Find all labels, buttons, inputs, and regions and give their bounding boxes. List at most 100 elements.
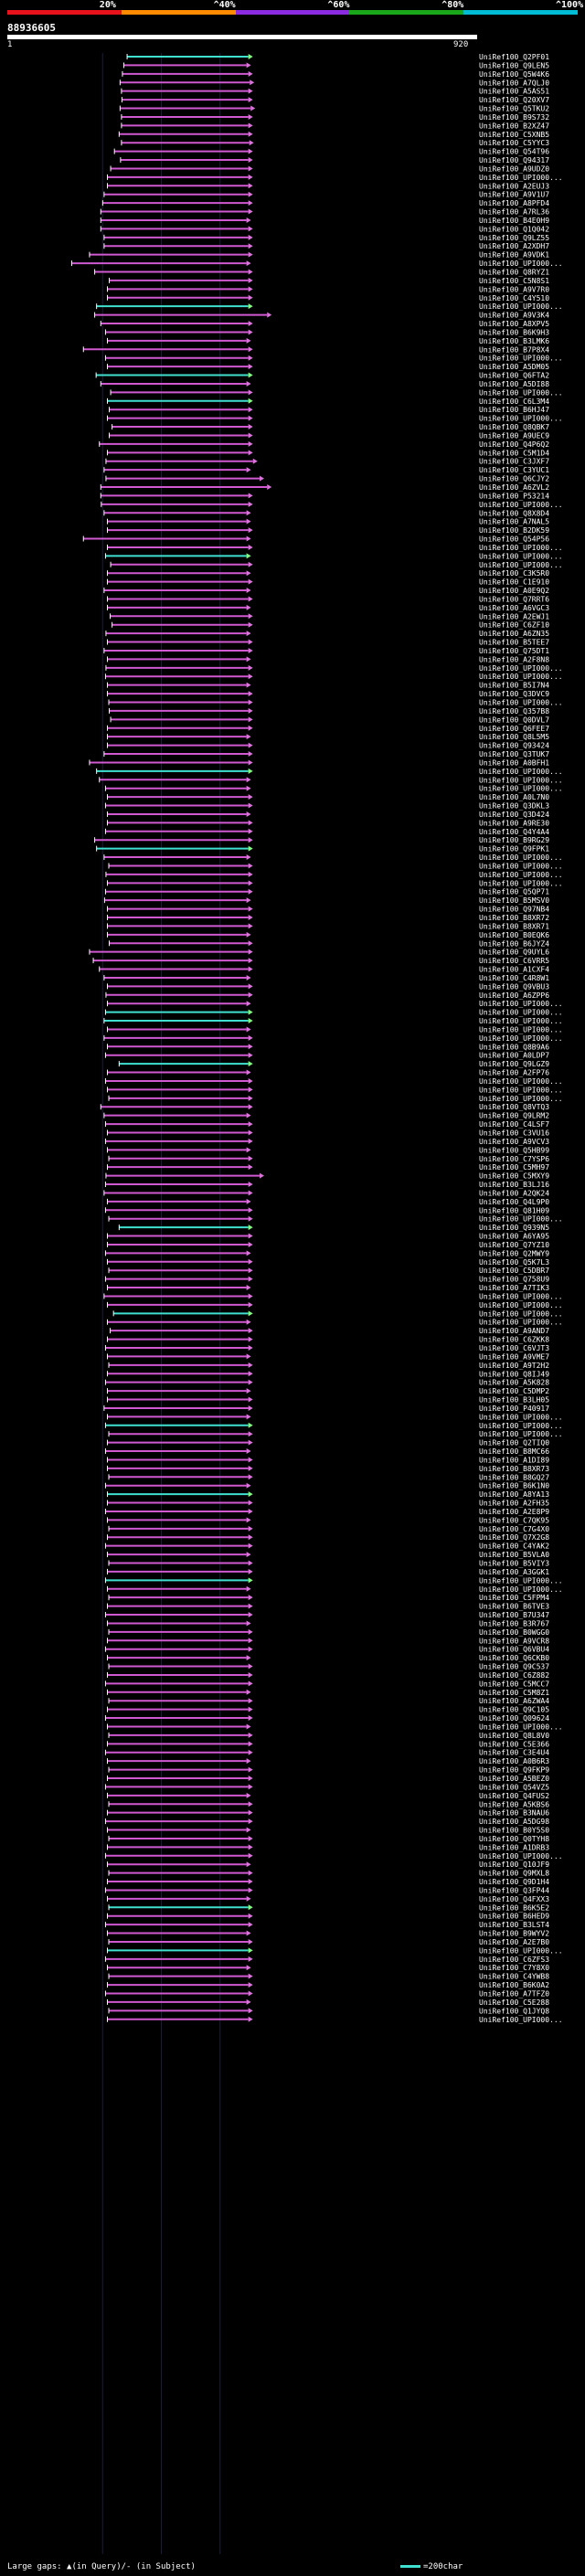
hit-row: UniRef100_A5KBS6	[108, 1800, 549, 1808]
hit-label: UniRef100_A2E7B0	[479, 1938, 549, 1946]
hit-label: UniRef100_A5BEZ0	[479, 1775, 549, 1783]
hit-row: UniRef100_A2QK24	[103, 1189, 549, 1197]
hit-label: UniRef100_A0L7N0	[479, 793, 549, 801]
hit-row: UniRef100_C3JXF7	[105, 458, 549, 466]
hit-end-arrow	[248, 234, 253, 240]
hit-label: UniRef100_B2DK59	[479, 526, 549, 535]
hit-end-arrow	[248, 1525, 253, 1532]
hit-end-arrow	[246, 1147, 251, 1153]
hit-row: UniRef100_A9VME7	[106, 1352, 549, 1361]
hit-label: UniRef100_UPI000...	[479, 1946, 563, 1955]
hit-row: UniRef100_Q54P56	[82, 535, 549, 544]
hit-row: UniRef100_UPI000...	[106, 1301, 563, 1309]
hit-row: UniRef100_Q8RYZ1	[94, 269, 549, 277]
hit-label: UniRef100_B3LST4	[479, 1921, 549, 1929]
hit-end-arrow	[248, 1491, 253, 1498]
hit-label: UniRef100_C7Y8X0	[479, 1964, 549, 1972]
hit-end-arrow	[248, 1301, 253, 1308]
hit-label: UniRef100_UPI000...	[479, 561, 563, 569]
percent-identity-scale: 20% ^40% ^60% ^80% ^100%	[0, 0, 585, 18]
hit-row: UniRef100_UPI000...	[104, 1077, 563, 1086]
hit-row: UniRef100_C5MXY9	[105, 1172, 549, 1181]
hit-row: UniRef100_B5VLA0	[106, 1551, 549, 1559]
hit-label: UniRef100_Q939N5	[479, 1224, 549, 1232]
hit-row: UniRef100_A6VGC3	[106, 604, 549, 612]
hit-end-arrow	[248, 1818, 253, 1825]
hit-end-arrow	[248, 578, 253, 585]
hit-end-arrow	[246, 974, 251, 981]
hit-label: UniRef100_UPI000...	[479, 260, 563, 268]
hit-label: UniRef100_UPI000...	[479, 879, 563, 887]
hit-end-arrow	[248, 1982, 253, 1988]
hit-end-arrow	[248, 845, 253, 852]
hit-row: UniRef100_Q9LZ55	[103, 234, 549, 242]
hit-row: UniRef100_UPI000...	[112, 1309, 563, 1318]
hit-row: UniRef100_A7TFZ0	[104, 1990, 549, 1998]
hit-row: UniRef100_B8GQ27	[108, 1473, 549, 1481]
hit-row: UniRef100_B6K1N0	[104, 1482, 549, 1490]
scale-label: 20%	[99, 0, 116, 10]
hit-label: UniRef100_A9T2H2	[479, 1362, 549, 1370]
hit-label: UniRef100_C4R8W1	[479, 974, 549, 982]
hit-row: UniRef100_B8XR73	[106, 1465, 549, 1473]
hit-end-arrow	[248, 277, 253, 283]
hit-row: UniRef100_A2FP76	[106, 1069, 549, 1077]
hit-label: UniRef100_B0WGG0	[479, 1628, 549, 1637]
hit-row: UniRef100_A9VCR8	[106, 1637, 549, 1645]
hit-label: UniRef100_Q4FUS2	[479, 1792, 549, 1800]
hit-row: UniRef100_Q9MXL8	[108, 1870, 549, 1878]
hit-row: UniRef100_UPI000...	[101, 501, 563, 509]
hit-label: UniRef100_Q9D1H4	[479, 1878, 549, 1886]
hit-end-arrow	[248, 1044, 253, 1050]
hit-row: UniRef100_C5N8S1	[109, 277, 549, 285]
hit-end-arrow	[248, 1276, 253, 1282]
scale-label: ^40%	[213, 0, 236, 10]
hit-end-arrow	[246, 1998, 251, 2005]
hit-label: UniRef100_C4Y510	[479, 294, 549, 302]
hit-row: UniRef100_Q3FP44	[104, 1886, 549, 1894]
hit-row: UniRef100_B0Y5S0	[106, 1827, 549, 1835]
hit-label: UniRef100_UPI000...	[479, 1576, 563, 1585]
hit-row: UniRef100_A2F8N8	[106, 655, 549, 663]
hit-end-arrow	[248, 888, 253, 895]
hit-end-arrow	[246, 1353, 251, 1360]
hit-end-arrow	[246, 260, 251, 267]
hit-label: UniRef100_UPI000...	[479, 1585, 563, 1594]
hit-label: UniRef100_B0Y5S0	[479, 1827, 549, 1835]
hit-end-arrow	[248, 1224, 253, 1231]
hit-end-arrow	[248, 97, 253, 103]
hit-end-arrow	[248, 501, 253, 507]
hit-row: UniRef100_C6ZF10	[112, 621, 549, 630]
hit-label: UniRef100_Q54VZ5	[479, 1783, 549, 1791]
hit-row: UniRef100_Q2PF01	[126, 53, 549, 61]
hit-label: UniRef100_Q8VTQ3	[479, 1103, 549, 1111]
hit-end-arrow	[246, 734, 251, 740]
hit-row: UniRef100_UPI000...	[108, 862, 563, 870]
hit-end-arrow	[248, 372, 253, 378]
hit-label: UniRef100_Q9LZ55	[479, 234, 549, 242]
hit-row: UniRef100_A6YA95	[106, 1233, 549, 1241]
hit-label: UniRef100_A9VDK1	[479, 251, 549, 260]
hit-row: UniRef100_UPI000...	[96, 302, 563, 311]
hit-row: UniRef100_UPI000...	[106, 174, 563, 182]
hit-row: UniRef100_C7G4X0	[108, 1525, 549, 1533]
hit-end-arrow	[248, 1077, 253, 1084]
hit-label: UniRef100_C7G4X0	[479, 1525, 549, 1533]
hit-row: UniRef100_A5DM05	[106, 363, 549, 371]
hit-label: UniRef100_C4YAK2	[479, 1542, 549, 1551]
hit-end-arrow	[246, 1758, 251, 1765]
hit-label: UniRef100_Q1Q042	[479, 225, 549, 233]
hit-label: UniRef100_B3R767	[479, 1619, 549, 1627]
hit-label: UniRef100_C5MH97	[479, 1163, 549, 1171]
hit-end-arrow	[248, 1095, 253, 1101]
hit-end-arrow	[248, 407, 253, 413]
hit-row: UniRef100_Q3TUK7	[103, 750, 549, 758]
hit-row: UniRef100_A9T2H2	[108, 1362, 549, 1370]
hit-row: UniRef100_Q9C105	[106, 1706, 549, 1714]
hit-row: UniRef100_Q9LRM2	[103, 1112, 549, 1120]
hit-label: UniRef100_B6K0A2	[479, 1981, 549, 1989]
scale-label: ^60%	[327, 0, 350, 10]
hit-end-arrow	[246, 1792, 251, 1798]
hit-end-arrow	[248, 251, 253, 258]
hit-label: UniRef100_Q3DVC9	[479, 690, 549, 698]
